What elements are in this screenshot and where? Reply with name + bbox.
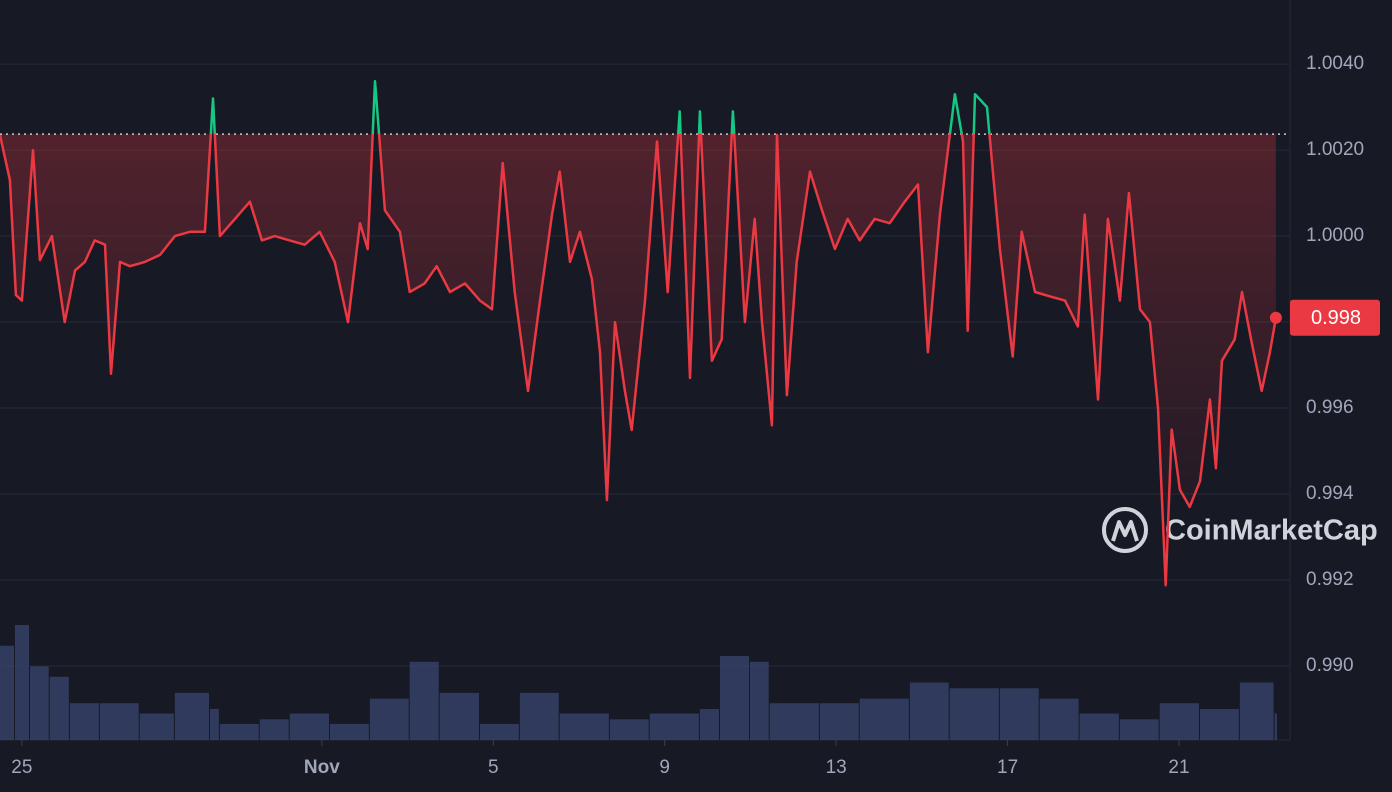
logo-mark bbox=[1111, 520, 1139, 542]
volume-bar bbox=[609, 719, 649, 740]
volume-bar bbox=[519, 692, 559, 740]
volume-bar bbox=[30, 666, 49, 740]
y-tick-label: 1.0020 bbox=[1306, 139, 1364, 160]
volume-bar bbox=[15, 625, 29, 740]
price-tag-label: 0.998 bbox=[1311, 307, 1361, 329]
x-tick-label: 17 bbox=[997, 757, 1018, 778]
volume-bar bbox=[1274, 713, 1277, 740]
volume-bar bbox=[649, 713, 699, 740]
x-tick-label: 9 bbox=[659, 757, 670, 778]
volume-bar bbox=[0, 645, 14, 740]
axes: 1.0040 1.0020 1.0000 0.998 0.996 0.994 0.992 0.… bbox=[11, 53, 1380, 778]
y-tick-label: 0.994 bbox=[1306, 483, 1354, 504]
y-tick-label: 0.990 bbox=[1306, 655, 1354, 676]
x-tick-label: Nov bbox=[304, 757, 340, 778]
volume-bar bbox=[1039, 698, 1079, 740]
volume-bar bbox=[750, 661, 769, 740]
volume-bar bbox=[409, 661, 439, 740]
volume-bar bbox=[1159, 703, 1199, 740]
volume-bar bbox=[859, 698, 909, 740]
volume bbox=[0, 625, 1277, 740]
volume-bar bbox=[289, 713, 329, 740]
watermark-text: CoinMarketCap bbox=[1165, 515, 1378, 547]
volume-bar bbox=[1200, 708, 1239, 740]
volume-bar bbox=[99, 703, 139, 740]
volume-bar bbox=[1079, 713, 1119, 740]
y-tick-label: 1.0040 bbox=[1306, 53, 1364, 74]
volume-bar bbox=[999, 688, 1039, 740]
x-tick-label: 5 bbox=[488, 757, 499, 778]
volume-bar bbox=[909, 682, 949, 740]
volume-bar bbox=[210, 708, 219, 740]
volume-bar bbox=[174, 692, 209, 740]
volume-bar bbox=[369, 698, 409, 740]
volume-bar bbox=[819, 703, 859, 740]
plot bbox=[0, 80, 1290, 587]
volume-bar bbox=[259, 719, 289, 740]
volume-bar bbox=[720, 656, 749, 740]
volume-bar bbox=[559, 713, 609, 740]
x-tick-label: 21 bbox=[1168, 757, 1189, 778]
volume-bar bbox=[219, 723, 259, 740]
volume-bar bbox=[949, 688, 999, 740]
volume-bar bbox=[139, 713, 174, 740]
volume-bar bbox=[49, 676, 69, 740]
volume-bar bbox=[480, 723, 519, 740]
volume-bar bbox=[1239, 682, 1274, 740]
volume-bar bbox=[699, 708, 719, 740]
x-tick-label: 25 bbox=[11, 757, 32, 778]
price-line bbox=[0, 80, 1278, 587]
price-tag bbox=[1290, 299, 1380, 336]
y-tick-label: 0.992 bbox=[1306, 569, 1354, 590]
y-tick-label: 1.0000 bbox=[1306, 225, 1364, 246]
y-tick-label: 0.996 bbox=[1306, 397, 1354, 418]
logo-ring bbox=[1102, 507, 1148, 553]
volume-bar bbox=[1119, 719, 1159, 740]
x-tick-label: 13 bbox=[826, 757, 847, 778]
volume-bar bbox=[330, 723, 369, 740]
volume-bar bbox=[439, 692, 479, 740]
watermark: CoinMarketCap bbox=[1102, 507, 1378, 553]
volume-bar bbox=[69, 703, 99, 740]
last-point bbox=[1269, 311, 1282, 324]
volume-bar bbox=[769, 703, 819, 740]
